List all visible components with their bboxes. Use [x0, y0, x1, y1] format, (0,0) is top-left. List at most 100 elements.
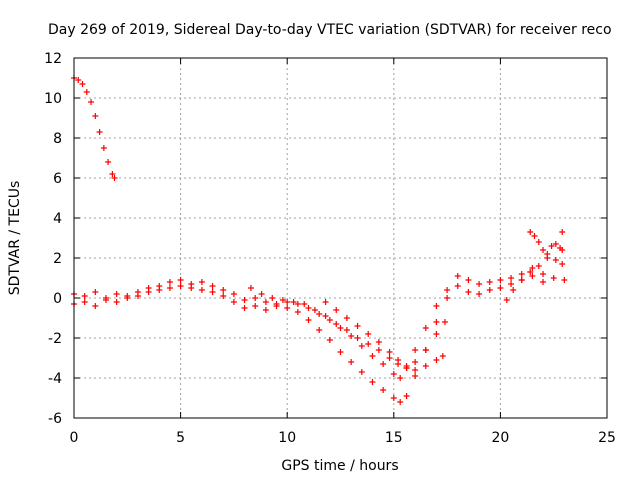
data-points — [71, 75, 568, 405]
data-point — [508, 275, 515, 281]
y-tick-labels: -6 -4 -2 0 2 4 6 8 10 12 — [44, 51, 62, 427]
data-point — [252, 303, 259, 309]
data-point — [550, 275, 557, 281]
data-point — [322, 313, 329, 319]
data-point — [75, 77, 82, 83]
data-point — [198, 279, 205, 285]
data-point — [241, 297, 248, 303]
data-point — [96, 129, 103, 135]
data-point — [305, 305, 312, 311]
data-point — [390, 395, 397, 401]
data-point — [403, 365, 410, 371]
data-point — [540, 271, 547, 277]
data-point — [531, 233, 538, 239]
data-point — [358, 369, 365, 375]
y-tick-label: 2 — [53, 251, 62, 267]
data-point — [369, 353, 376, 359]
data-point — [305, 317, 312, 323]
data-point — [156, 287, 163, 293]
series-track-late-b — [503, 255, 566, 303]
data-point — [422, 347, 429, 353]
x-tick-label: 15 — [385, 430, 403, 446]
data-point — [486, 287, 493, 293]
data-point — [92, 113, 99, 119]
data-point — [247, 285, 254, 291]
data-point — [230, 299, 237, 305]
data-point — [166, 279, 173, 285]
data-point — [518, 271, 525, 277]
data-point — [220, 287, 227, 293]
data-point — [465, 289, 472, 295]
data-point — [113, 291, 120, 297]
data-point — [343, 327, 350, 333]
data-point — [354, 323, 361, 329]
x-tick-label: 25 — [598, 430, 616, 446]
data-point — [145, 289, 152, 295]
data-point — [548, 243, 555, 249]
data-point — [412, 373, 419, 379]
data-point — [290, 299, 297, 305]
data-point — [476, 291, 483, 297]
data-point — [552, 257, 559, 263]
y-tick-label: 4 — [53, 211, 62, 227]
data-point — [375, 347, 382, 353]
data-point — [348, 333, 355, 339]
y-tick-label: -4 — [48, 371, 62, 387]
y-tick-label: 0 — [53, 291, 62, 307]
chart-title: Day 269 of 2019, Sidereal Day-to-day VTE… — [48, 22, 612, 38]
data-point — [422, 363, 429, 369]
data-point — [486, 279, 493, 285]
grid — [74, 58, 607, 418]
data-point — [333, 307, 340, 313]
data-point — [476, 281, 483, 287]
data-point — [412, 359, 419, 365]
data-point — [124, 295, 131, 301]
data-point — [454, 283, 461, 289]
data-point — [503, 297, 510, 303]
data-point — [92, 303, 99, 309]
data-point — [433, 331, 440, 337]
data-point — [337, 349, 344, 355]
data-point — [81, 299, 88, 305]
data-point — [559, 261, 566, 267]
data-point — [380, 361, 387, 367]
data-point — [403, 393, 410, 399]
data-point — [177, 283, 184, 289]
data-point — [241, 305, 248, 311]
series-early-decline — [71, 75, 118, 181]
y-tick-label: 6 — [53, 171, 62, 187]
data-point — [333, 321, 340, 327]
data-point — [105, 159, 112, 165]
y-tick-label: 8 — [53, 131, 62, 147]
data-point — [198, 287, 205, 293]
data-point — [552, 241, 559, 247]
data-point — [209, 283, 216, 289]
data-point — [365, 331, 372, 337]
data-point — [258, 291, 265, 297]
data-point — [279, 297, 286, 303]
plot-frame — [73, 57, 608, 419]
data-point — [559, 247, 566, 253]
data-point — [316, 311, 323, 317]
data-point — [113, 299, 120, 305]
data-point — [337, 325, 344, 331]
data-point — [343, 315, 350, 321]
data-point — [529, 273, 536, 279]
data-point — [102, 297, 109, 303]
data-point — [326, 317, 333, 323]
y-tick-label: 12 — [44, 51, 62, 67]
data-point — [433, 303, 440, 309]
data-point — [188, 285, 195, 291]
data-point — [83, 89, 90, 95]
data-point — [529, 265, 536, 271]
data-point — [380, 387, 387, 393]
data-point — [518, 277, 525, 283]
x-tick-label: 10 — [278, 430, 296, 446]
data-point — [262, 299, 269, 305]
data-point — [544, 255, 551, 261]
data-point — [322, 299, 329, 305]
data-point — [92, 289, 99, 295]
data-point — [284, 305, 291, 311]
